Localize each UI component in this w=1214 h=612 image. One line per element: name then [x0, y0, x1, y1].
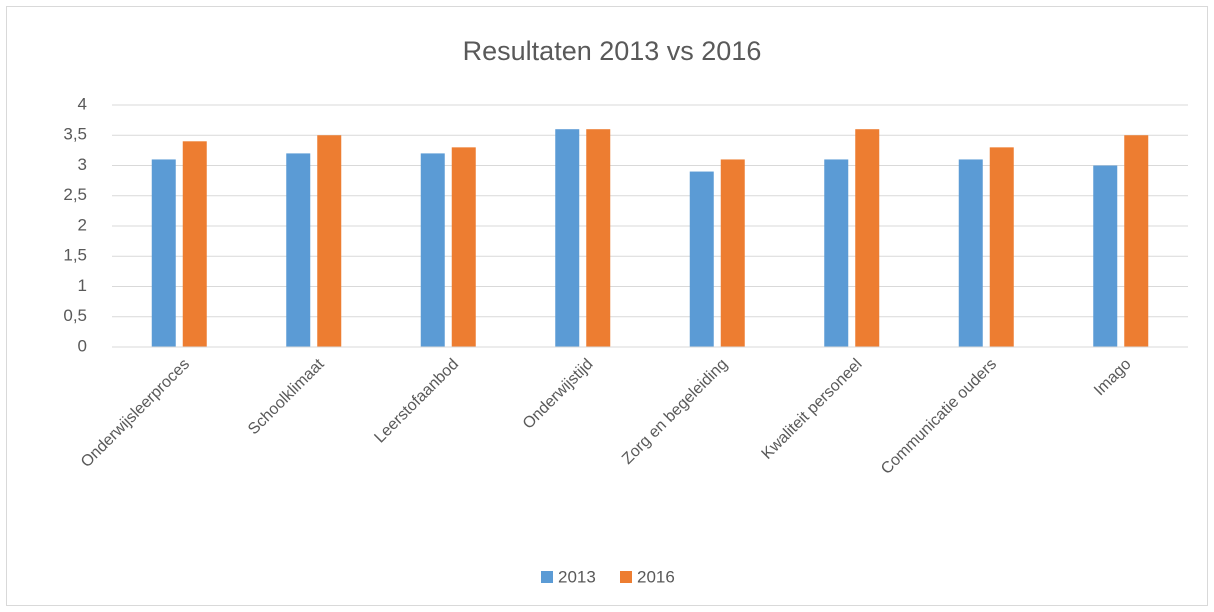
y-tick-label: 3,5	[63, 125, 87, 144]
bar	[182, 141, 207, 347]
bar	[720, 159, 745, 347]
bar	[151, 159, 176, 347]
bar	[855, 129, 880, 347]
chart-title: Resultaten 2013 vs 2016	[463, 36, 762, 66]
legend-swatch	[541, 571, 553, 583]
y-tick-label: 1,5	[63, 246, 87, 265]
bar	[1124, 135, 1149, 347]
y-tick-label: 2,5	[63, 185, 87, 204]
bar	[958, 159, 983, 347]
bar	[286, 153, 311, 347]
bar	[586, 129, 611, 347]
bar	[420, 153, 445, 347]
y-tick-label: 0,5	[63, 306, 87, 325]
bar	[555, 129, 580, 347]
bar	[451, 147, 476, 347]
bar	[989, 147, 1014, 347]
bar	[317, 135, 342, 347]
legend-swatch	[620, 571, 632, 583]
y-tick-label: 0	[78, 336, 87, 355]
y-tick-label: 2	[78, 215, 87, 234]
bar	[824, 159, 849, 347]
bar	[689, 171, 714, 347]
legend-label: 2013	[558, 567, 596, 586]
bar	[1093, 165, 1118, 347]
legend-label: 2016	[637, 567, 675, 586]
y-tick-label: 4	[78, 94, 87, 113]
y-tick-label: 1	[78, 276, 87, 295]
y-tick-label: 3	[78, 155, 87, 174]
